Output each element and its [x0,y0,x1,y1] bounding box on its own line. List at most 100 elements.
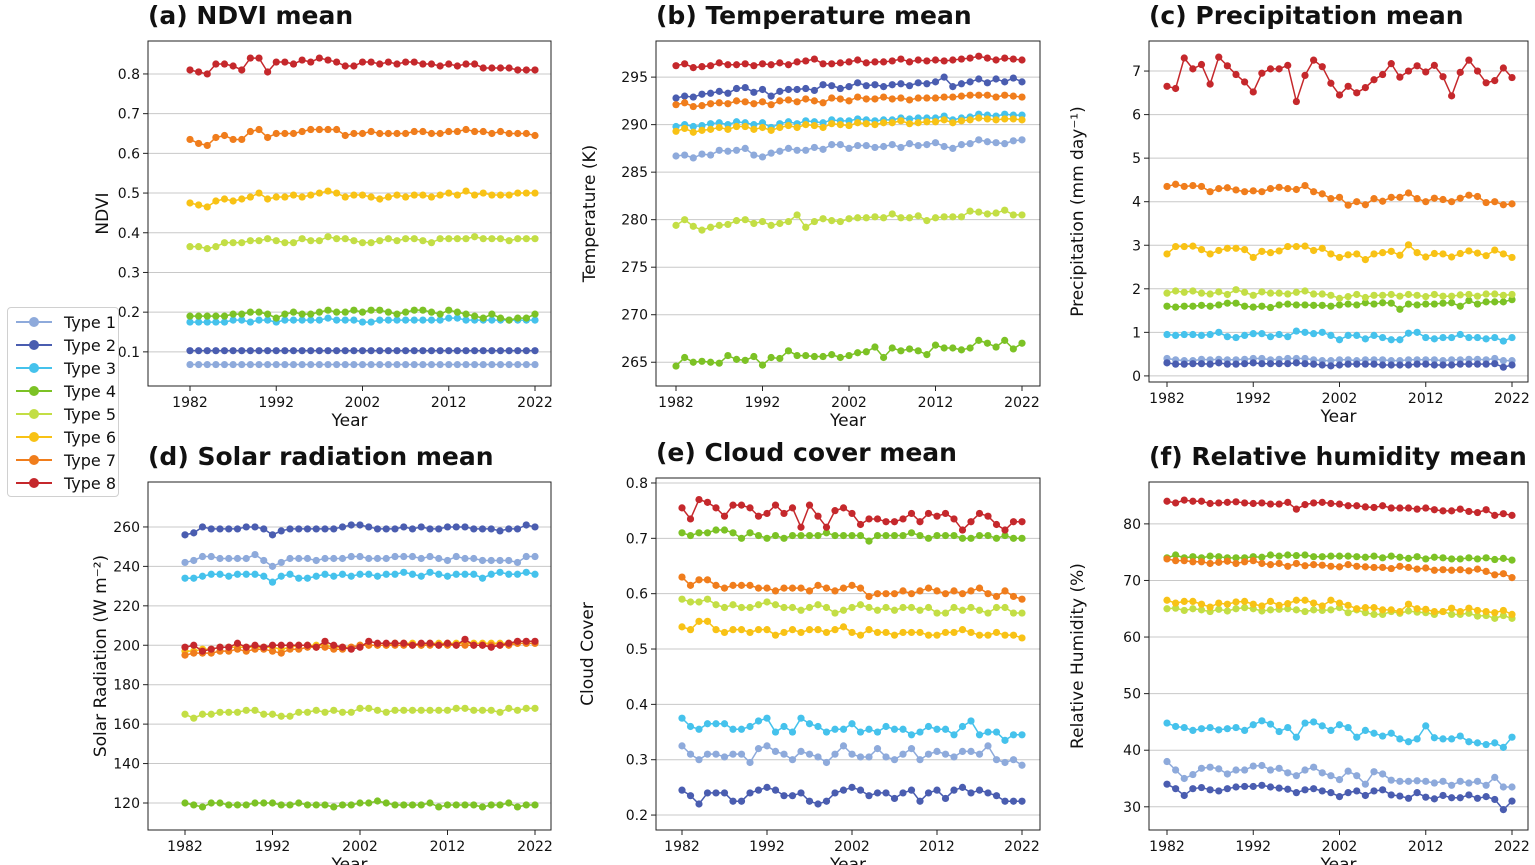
data-point [1292,185,1300,194]
data-point [229,239,237,247]
data-point [1396,336,1404,344]
data-point [1387,290,1395,299]
data-point [367,58,375,66]
data-point [729,725,737,733]
data-point [771,501,780,509]
data-point [940,213,948,221]
data-point [453,191,461,199]
data-point [1335,552,1344,560]
data-point [260,643,268,651]
series-type-2 [678,783,1026,808]
data-point [1361,553,1369,561]
y-tick-label: 280 [621,213,648,229]
legend: Type 1 Type 2 Type 3 Type 4 Type 5 Type 6 Type… [7,307,119,497]
data-point [1430,734,1438,742]
data-point [984,531,992,540]
data-point [1275,784,1283,792]
data-point [914,79,922,87]
data-point [1465,290,1473,299]
data-point [298,193,306,201]
data-point [190,574,198,582]
data-point [897,347,905,355]
series-type-6 [186,187,539,211]
data-point [1422,722,1430,730]
data-point [513,570,522,578]
data-point [1172,557,1180,565]
data-point [417,706,425,714]
data-point [1018,595,1026,603]
data-point [1215,599,1223,607]
data-point [225,708,233,716]
data-point [1232,299,1240,307]
series-type-5 [1163,286,1516,302]
data-point [1508,73,1516,82]
data-point [453,62,461,70]
data-point [1491,739,1499,747]
data-point [1508,574,1516,582]
data-point [229,62,237,70]
data-point [831,789,839,797]
data-point [272,193,280,201]
data-point [233,570,242,578]
data-point [873,515,882,523]
data-point [724,220,732,229]
data-point [391,706,399,714]
data-point [737,725,746,733]
data-point [1266,289,1275,297]
data-point [873,531,882,540]
data-point [678,623,686,631]
data-point [426,568,434,576]
data-point [1422,360,1430,368]
data-point [1292,772,1300,780]
data-point [698,90,706,98]
data-point [805,587,814,595]
y-axis-label: Solar Radiation (W m⁻²) [91,555,111,757]
data-point [1018,339,1026,347]
data-point [391,570,399,578]
data-point [1353,553,1361,561]
data-point [1404,356,1413,364]
data-point [784,85,793,94]
data-point [712,526,720,534]
y-tick-label: 0 [1132,369,1141,385]
data-point [207,799,215,807]
data-point [822,797,831,805]
data-point [975,136,983,144]
data-point [1310,330,1318,338]
data-point [462,347,470,355]
y-tick-label: 50 [1123,687,1141,703]
data-point [1206,360,1214,368]
data-point [698,357,706,365]
data-point [715,359,723,367]
data-point [272,347,280,355]
data-point [1482,360,1490,368]
data-point [871,343,879,351]
data-point [338,801,347,809]
data-point [845,351,853,360]
legend-item: Type 4 [16,380,116,402]
data-point [1206,552,1214,560]
data-point [672,94,680,102]
data-point [321,708,329,716]
data-point [992,728,1001,736]
data-point [983,54,992,62]
data-point [522,129,530,138]
data-point [873,590,882,598]
data-point [1318,301,1326,309]
data-point [384,129,392,138]
data-point [729,750,737,758]
data-point [1180,360,1188,368]
data-point [1009,631,1018,639]
data-point [246,237,254,245]
data-point [203,360,211,369]
data-point [784,121,793,130]
data-point [426,706,434,714]
data-point [307,360,315,369]
data-point [890,756,899,764]
data-point [828,351,836,359]
data-point [367,318,375,326]
data-point [890,531,899,540]
data-point [1473,508,1482,517]
data-point [957,346,966,354]
data-point [1275,65,1283,73]
